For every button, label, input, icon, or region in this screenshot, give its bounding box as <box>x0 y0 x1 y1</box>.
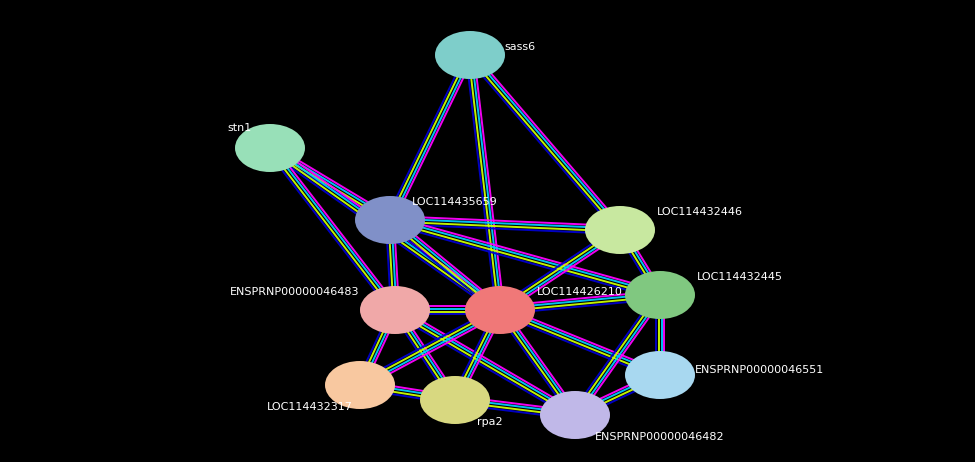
Ellipse shape <box>235 124 305 172</box>
Text: LOC114432446: LOC114432446 <box>657 207 743 217</box>
Text: ENSPRNP00000046482: ENSPRNP00000046482 <box>595 432 724 442</box>
Ellipse shape <box>585 206 655 254</box>
Ellipse shape <box>465 286 535 334</box>
Ellipse shape <box>625 271 695 319</box>
Text: ENSPRNP00000046551: ENSPRNP00000046551 <box>695 365 825 375</box>
Ellipse shape <box>360 286 430 334</box>
Ellipse shape <box>540 391 610 439</box>
Ellipse shape <box>420 376 490 424</box>
Text: sass6: sass6 <box>504 42 535 52</box>
Ellipse shape <box>625 351 695 399</box>
Ellipse shape <box>435 31 505 79</box>
Ellipse shape <box>355 196 425 244</box>
Text: stn1: stn1 <box>228 123 253 133</box>
Text: LOC114432445: LOC114432445 <box>697 272 783 282</box>
Text: ENSPRNP00000046483: ENSPRNP00000046483 <box>230 287 360 297</box>
Ellipse shape <box>325 361 395 409</box>
Text: LOC114426210: LOC114426210 <box>537 287 623 297</box>
Text: rpa2: rpa2 <box>477 417 503 427</box>
Text: LOC114435659: LOC114435659 <box>412 197 498 207</box>
Text: LOC114432317: LOC114432317 <box>267 402 353 412</box>
